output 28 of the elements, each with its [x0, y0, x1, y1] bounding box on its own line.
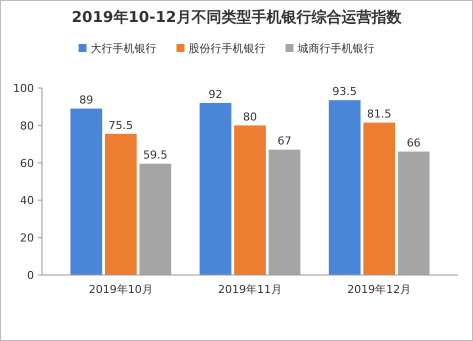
- data-label: 59.5: [143, 148, 168, 162]
- bar: [328, 100, 361, 275]
- legend-label: 大行手机银行: [90, 42, 156, 55]
- data-label: 75.5: [108, 118, 134, 132]
- bar: [200, 102, 232, 275]
- bar: [70, 108, 102, 275]
- x-tick-label: 2019年12月: [347, 283, 412, 296]
- x-tick-label: 2019年10月: [88, 283, 153, 296]
- y-tick-label: 0: [27, 269, 34, 282]
- y-tick-label: 100: [13, 82, 34, 95]
- legend-label: 城商行手机银行: [296, 42, 374, 55]
- bar: [104, 134, 137, 275]
- data-label: 93.5: [332, 85, 357, 98]
- y-tick-label: 80: [20, 119, 34, 132]
- bar: [363, 122, 396, 275]
- data-label: 66: [406, 136, 421, 150]
- x-tick-label: 2019年11月: [218, 283, 282, 296]
- chart-title: 2019年10-12月不同类型手机银行综合运营指数: [72, 8, 402, 26]
- data-label: 81.5: [366, 108, 392, 121]
- y-tick-label: 20: [20, 232, 34, 245]
- y-tick-label: 40: [20, 194, 34, 208]
- data-label: 80: [243, 110, 257, 124]
- y-tick-label: 60: [20, 156, 34, 170]
- legend-label: 股份行手机银行: [188, 42, 266, 55]
- data-label: 67: [278, 134, 292, 148]
- data-label: 89: [79, 94, 94, 107]
- bar: [234, 125, 266, 275]
- data-label: 92: [208, 88, 222, 101]
